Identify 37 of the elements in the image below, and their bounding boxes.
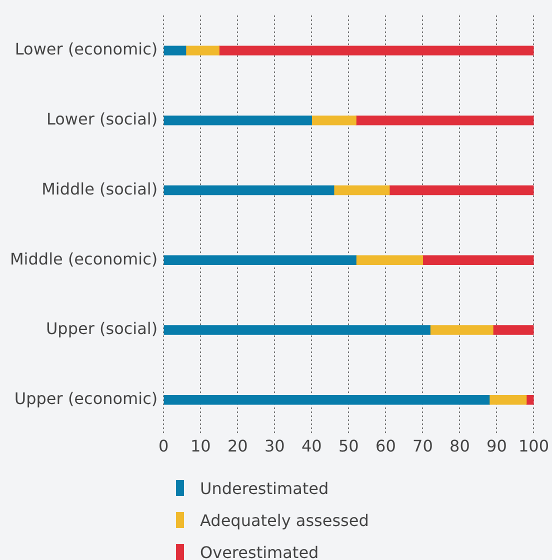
x-tick-label: 70 — [412, 436, 433, 456]
x-tick-label: 30 — [264, 436, 285, 456]
bar — [311, 116, 356, 126]
bar — [492, 325, 534, 335]
legend-label: Adequately assessed — [200, 510, 369, 530]
y-tick-label: Lower (economic) — [14, 40, 158, 59]
x-tick-label: 80 — [450, 436, 470, 456]
y-tick-label: Lower (social) — [46, 110, 158, 129]
x-tick-label: 50 — [338, 436, 359, 456]
bar — [389, 185, 534, 196]
bar — [218, 46, 534, 56]
bar — [164, 116, 312, 126]
x-tick-label: 0 — [158, 436, 169, 456]
bar — [334, 185, 390, 196]
y-tick-label: Middle (social) — [42, 179, 158, 198]
bar — [422, 255, 534, 265]
x-tick-label: 90 — [486, 436, 507, 456]
bar — [356, 116, 534, 126]
bar — [430, 325, 494, 335]
bar — [164, 46, 186, 56]
y-tick-label: Middle (economic) — [10, 249, 158, 268]
bar — [356, 255, 424, 265]
bar — [488, 395, 527, 405]
y-tick-label: Upper (social) — [46, 319, 158, 338]
y-tick-label: Upper (economic) — [14, 389, 158, 408]
x-tick-label: 20 — [227, 436, 248, 456]
bar — [164, 325, 430, 335]
x-tick-label: 100 — [518, 436, 550, 456]
x-tick-label: 60 — [376, 436, 396, 456]
legend-label: Underestimated — [200, 478, 329, 498]
bar — [164, 395, 490, 405]
bar — [185, 46, 220, 56]
legend-label: Overestimated — [200, 542, 319, 560]
x-tick-label: 10 — [190, 436, 211, 456]
x-tick-label: 40 — [301, 436, 322, 456]
bar — [164, 185, 334, 196]
bar — [164, 255, 356, 265]
